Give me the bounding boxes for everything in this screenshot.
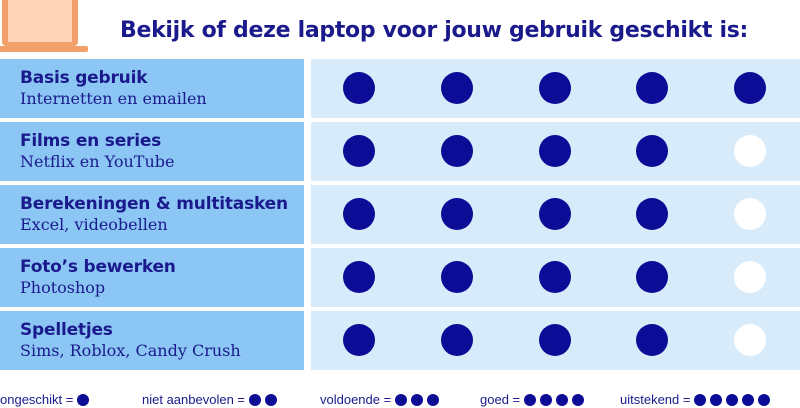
rating-dot-filled <box>441 324 473 356</box>
legend-dots <box>77 393 93 406</box>
legend-dot <box>540 393 553 406</box>
table-row-berekeningen: Berekeningen & multitasken Excel, videob… <box>0 185 800 244</box>
rating-dot-filled <box>441 198 473 230</box>
rating-dot-empty <box>734 324 766 356</box>
legend-item-ongeschikt: ongeschikt = <box>0 392 93 407</box>
legend-dot <box>411 393 424 406</box>
rating-dot-filled <box>343 324 375 356</box>
table-row-basis-gebruik: Basis gebruik Internetten en emailen <box>0 59 800 118</box>
row-label: Foto’s bewerken Photoshop <box>0 248 304 307</box>
legend-dots <box>524 393 588 406</box>
row-title: Films en series <box>20 131 162 151</box>
rating-dots <box>311 248 800 307</box>
row-label: Basis gebruik Internetten en emailen <box>0 59 304 118</box>
rating-dot-filled <box>343 72 375 104</box>
row-label: Berekeningen & multitasken Excel, videob… <box>0 185 304 244</box>
rating-dot-empty <box>734 135 766 167</box>
legend-item-niet-aanbevolen: niet aanbevolen = <box>142 392 281 407</box>
row-subtitle: Sims, Roblox, Candy Crush <box>20 341 241 360</box>
legend-label: uitstekend = <box>620 392 691 407</box>
row-title: Berekeningen & multitasken <box>20 194 288 214</box>
rating-dot-filled <box>539 198 571 230</box>
rating-dots <box>311 185 800 244</box>
row-title: Foto’s bewerken <box>20 257 176 277</box>
row-title: Spelletjes <box>20 320 113 340</box>
legend-item-voldoende: voldoende = <box>320 392 443 407</box>
legend-dot <box>742 393 755 406</box>
table-row-spelletjes: Spelletjes Sims, Roblox, Candy Crush <box>0 311 800 370</box>
rating-dots <box>311 311 800 370</box>
legend-label: voldoende = <box>320 392 392 407</box>
legend-item-uitstekend: uitstekend = <box>620 392 774 407</box>
row-label: Spelletjes Sims, Roblox, Candy Crush <box>0 311 304 370</box>
legend-dot <box>249 393 262 406</box>
legend-dots <box>395 393 443 406</box>
rating-dot-filled <box>343 135 375 167</box>
row-title: Basis gebruik <box>20 68 148 88</box>
legend-dot <box>395 393 408 406</box>
legend-dot <box>726 393 739 406</box>
legend: ongeschikt = niet aanbevolen = voldoende… <box>0 388 800 408</box>
rating-dots <box>311 122 800 181</box>
rating-dot-filled <box>734 72 766 104</box>
rating-dot-filled <box>636 72 668 104</box>
rating-dot-filled <box>539 261 571 293</box>
legend-dots <box>249 393 281 406</box>
legend-dot <box>265 393 278 406</box>
legend-dot <box>572 393 585 406</box>
row-subtitle: Excel, videobellen <box>20 215 168 234</box>
rating-dot-filled <box>343 261 375 293</box>
rating-dot-filled <box>441 135 473 167</box>
rating-dot-filled <box>539 324 571 356</box>
legend-dot <box>427 393 440 406</box>
table-row-fotos-bewerken: Foto’s bewerken Photoshop <box>0 248 800 307</box>
row-subtitle: Photoshop <box>20 278 106 297</box>
legend-dot <box>694 393 707 406</box>
legend-dots <box>694 393 774 406</box>
rating-dot-filled <box>343 198 375 230</box>
row-subtitle: Netflix en YouTube <box>20 152 175 171</box>
rating-dot-empty <box>734 198 766 230</box>
rating-dot-filled <box>539 135 571 167</box>
rating-dot-empty <box>734 261 766 293</box>
rating-dots <box>311 59 800 118</box>
row-label: Films en series Netflix en YouTube <box>0 122 304 181</box>
legend-dot <box>758 393 771 406</box>
rating-dot-filled <box>441 261 473 293</box>
rating-dot-filled <box>636 198 668 230</box>
legend-dot <box>710 393 723 406</box>
legend-item-goed: goed = <box>480 392 588 407</box>
legend-dot <box>77 393 90 406</box>
legend-label: ongeschikt = <box>0 392 74 407</box>
rating-dot-filled <box>636 324 668 356</box>
legend-label: goed = <box>480 392 521 407</box>
row-subtitle: Internetten en emailen <box>20 89 207 108</box>
rating-dot-filled <box>539 72 571 104</box>
page-title: Bekijk of deze laptop voor jouw gebruik … <box>120 18 749 43</box>
rating-dot-filled <box>636 135 668 167</box>
rating-dot-filled <box>441 72 473 104</box>
rating-dot-filled <box>636 261 668 293</box>
table-row-films-en-series: Films en series Netflix en YouTube <box>0 122 800 181</box>
legend-dot <box>556 393 569 406</box>
legend-dot <box>524 393 537 406</box>
laptop-icon <box>0 0 88 52</box>
legend-label: niet aanbevolen = <box>142 392 246 407</box>
